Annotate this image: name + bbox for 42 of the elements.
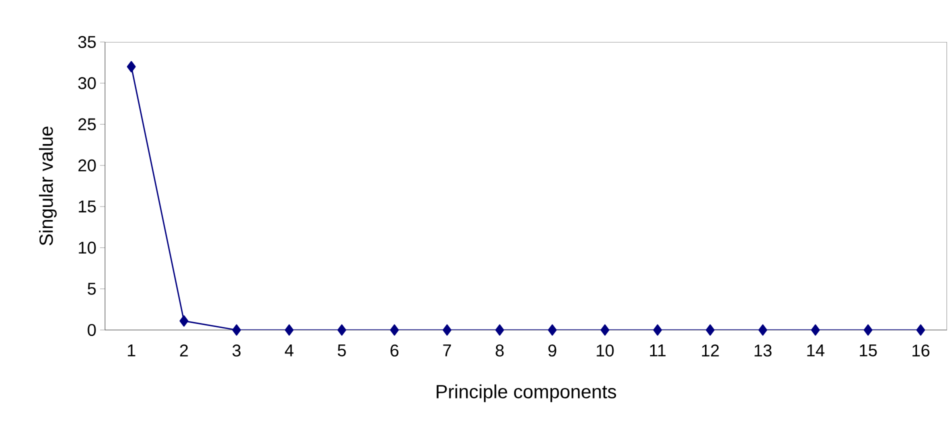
y-tick-label: 15: [78, 200, 96, 212]
x-tick-label: 3: [232, 344, 241, 357]
point: [864, 324, 872, 336]
x-tick-label: 9: [548, 344, 556, 357]
point: [126, 61, 136, 72]
x-tick-label: 16: [912, 344, 930, 357]
x-tick-label: 5: [338, 344, 346, 356]
point: [337, 324, 346, 336]
x-tick-label: 11: [650, 344, 666, 356]
x-tick-label: 8: [496, 344, 504, 357]
x-tick-label: 15: [860, 344, 877, 356]
x-tick-label: 12: [702, 344, 719, 356]
point: [758, 324, 768, 336]
point: [811, 324, 820, 336]
point: [653, 324, 662, 336]
x-tick-label: 1: [128, 344, 136, 356]
x-tick-label: 10: [596, 344, 614, 357]
x-tick-label: 14: [807, 344, 824, 356]
point: [284, 324, 294, 336]
y-axis-title: Singular value: [38, 126, 57, 246]
y-tick-label: 0: [88, 324, 96, 336]
point: [390, 324, 399, 336]
y-tick-label: 35: [78, 36, 96, 48]
point: [916, 324, 926, 336]
x-tick-label: 7: [443, 344, 451, 356]
x-tick-label: 2: [180, 344, 188, 356]
y-tick-label: 25: [78, 118, 96, 130]
point: [442, 324, 452, 336]
point: [232, 324, 241, 336]
x-axis-title: Principle components: [436, 384, 616, 402]
y-tick-label: 10: [78, 242, 96, 254]
x-tick-label: 13: [754, 344, 772, 357]
point: [600, 324, 610, 336]
x-tick-label: 6: [390, 344, 398, 357]
y-tick-label: 20: [78, 159, 96, 172]
point: [548, 324, 557, 336]
point: [180, 315, 188, 327]
point: [706, 324, 715, 336]
point: [495, 324, 504, 336]
y-tick-label: 30: [78, 77, 96, 90]
y-tick-label: 5: [88, 282, 96, 295]
x-tick-label: 4: [284, 344, 294, 356]
